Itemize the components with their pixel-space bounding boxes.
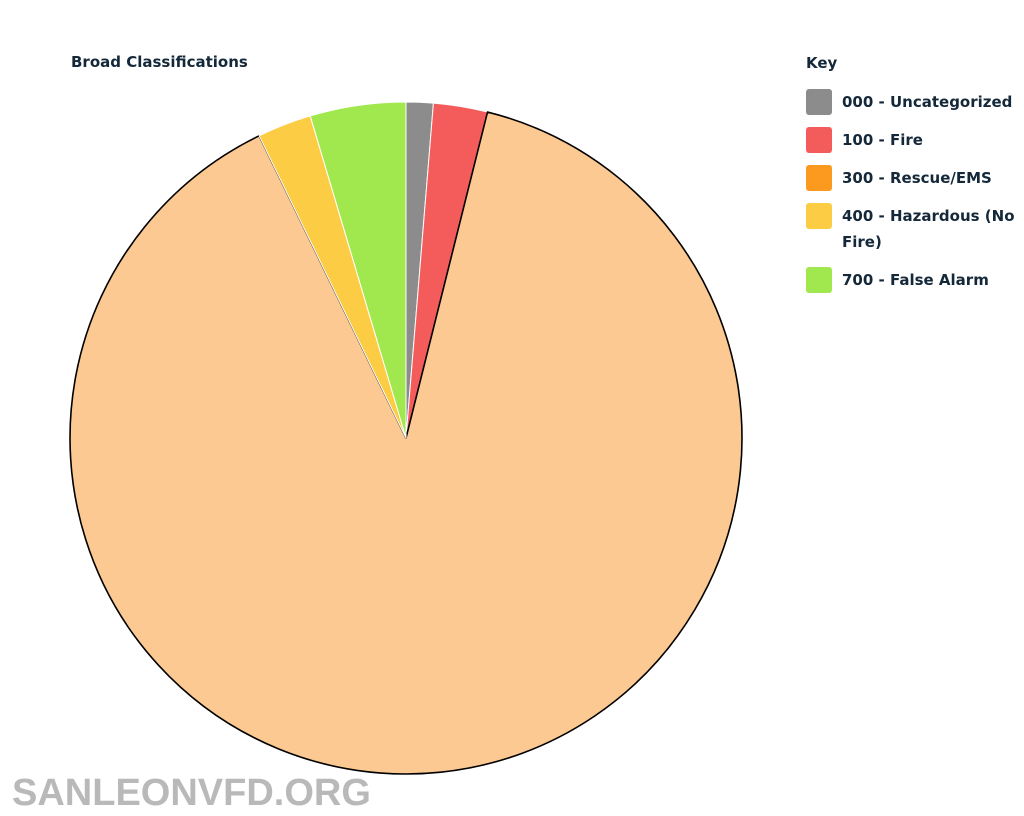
legend-label: 700 - False Alarm [842, 271, 989, 289]
legend-swatch [806, 203, 832, 229]
legend-item[interactable]: 100 - Fire [806, 127, 1024, 153]
pie-slice-700[interactable] [309, 101, 407, 439]
legend: Key 000 - Uncategorized 100 - Fire 300 - R… [806, 54, 1024, 305]
legend-swatch [806, 267, 832, 293]
site-watermark: SANLEONVFD.ORG [12, 772, 371, 814]
legend-label: 000 - Uncategorized [842, 93, 1013, 111]
legend-title: Key [806, 54, 838, 72]
legend-items: 000 - Uncategorized 100 - Fire 300 - Rescu… [806, 89, 1024, 293]
legend-item[interactable]: 300 - Rescue/EMS [806, 165, 1024, 191]
legend-swatch [806, 165, 832, 191]
legend-label: 300 - Rescue/EMS [842, 169, 992, 187]
legend-label: 100 - Fire [842, 131, 923, 149]
legend-item[interactable]: 400 - Hazardous (No Fire) [806, 203, 1024, 255]
chart-title: Broad Classifications [71, 53, 248, 71]
legend-swatch [806, 89, 832, 115]
legend-swatch [806, 127, 832, 153]
legend-item[interactable]: 700 - False Alarm [806, 267, 1024, 293]
legend-item[interactable]: 000 - Uncategorized [806, 89, 1024, 115]
legend-label: 400 - Hazardous (No Fire) [842, 207, 1015, 251]
pie-slice-300[interactable] [69, 111, 743, 775]
